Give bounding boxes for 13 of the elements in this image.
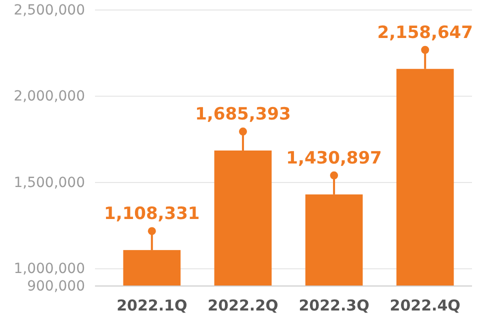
x-tick-label: 2022.1Q [116,296,188,315]
y-tick-label: 2,500,000 [14,2,85,18]
y-tick-label: 1,000,000 [14,261,85,278]
y-tick-label: 900,000 [27,278,85,294]
y-tick-label: 1,500,000 [14,174,85,191]
x-tick-label: 2022.3Q [298,296,370,315]
data-label: 1,685,393 [195,104,291,125]
x-tick-label: 2022.2Q [208,296,278,315]
y-tick-label: 2,000,000 [14,88,85,105]
x-tick-label: 2022.4Q [390,296,460,315]
data-label: 1,108,331 [104,204,200,224]
data-label: 1,430,897 [286,148,382,168]
data-label: 2,158,647 [377,22,473,43]
